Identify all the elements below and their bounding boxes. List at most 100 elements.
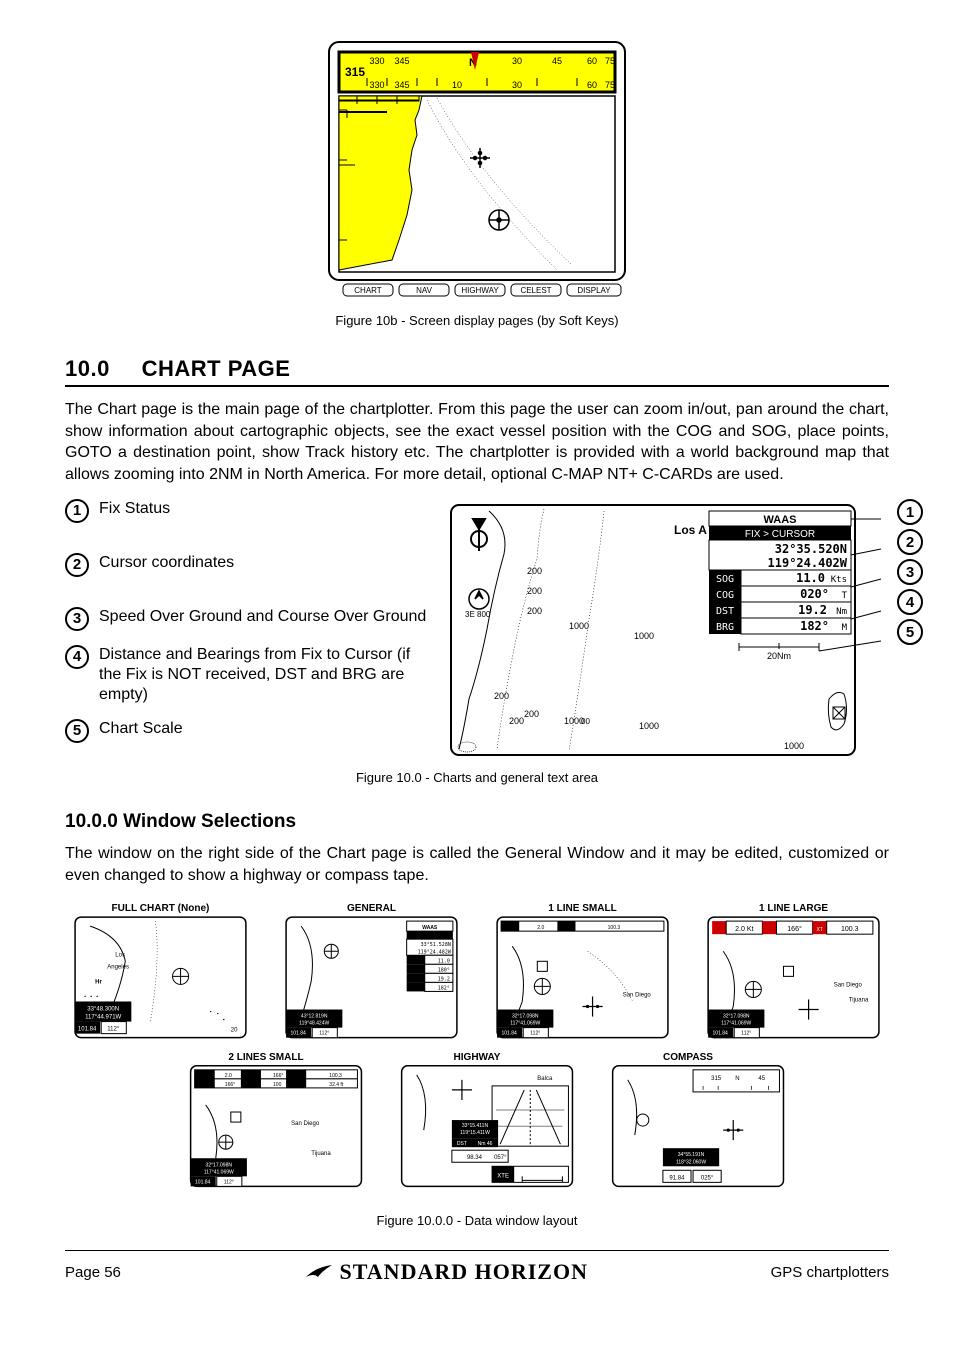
svg-text:San Diego: San Diego: [834, 982, 863, 988]
figure-10b-caption: Figure 10b - Screen display pages (by So…: [65, 313, 889, 328]
svg-text:200: 200: [494, 691, 509, 701]
callout-3: 3: [897, 559, 923, 585]
figure-10-0-caption: Figure 10.0 - Charts and general text ar…: [65, 770, 889, 785]
svg-text:San Diego: San Diego: [291, 1121, 320, 1127]
svg-text:11.0: 11.0: [438, 958, 450, 964]
svg-text:45: 45: [758, 1075, 765, 1081]
section-title: CHART PAGE: [142, 356, 291, 381]
svg-text:117°41.069W: 117°41.069W: [721, 1020, 751, 1026]
legend-item: 1 Fix Status: [65, 499, 435, 523]
svg-text:101.84: 101.84: [195, 1179, 211, 1185]
legend-number: 2: [65, 553, 89, 577]
svg-text:HIGHWAY: HIGHWAY: [453, 1051, 500, 1062]
legend-text: Chart Scale: [99, 719, 183, 739]
svg-text:33°15.411N: 33°15.411N: [462, 1123, 489, 1129]
svg-text:Nm: Nm: [836, 607, 847, 617]
footer-right: GPS chartplotters: [771, 1264, 889, 1281]
svg-text:Los: Los: [115, 952, 125, 958]
svg-text:117°41.069W: 117°41.069W: [510, 1020, 540, 1026]
svg-text:1 LINE SMALL: 1 LINE SMALL: [548, 903, 617, 914]
callout-numbers: 1 2 3 4 5: [897, 499, 923, 645]
svg-text:FULL CHART (None): FULL CHART (None): [112, 903, 210, 914]
figure-10-0-0-caption: Figure 10.0.0 - Data window layout: [65, 1213, 889, 1228]
svg-text:T: T: [842, 591, 848, 601]
svg-text:98.34: 98.34: [467, 1155, 483, 1161]
svg-text:101.84: 101.84: [78, 1026, 97, 1032]
brand-swoosh-icon: [304, 1263, 334, 1281]
svg-text:75: 75: [605, 80, 615, 90]
svg-text:75: 75: [605, 56, 615, 66]
page-footer: Page 56 STANDARD HORIZON GPS chartplotte…: [65, 1250, 889, 1285]
svg-text:HIGHWAY: HIGHWAY: [461, 286, 499, 295]
svg-text:20: 20: [231, 1027, 238, 1033]
chart-legend-block: 1 Fix Status 2 Cursor coordinates 3 Spee…: [65, 499, 889, 764]
svg-text:11.0: 11.0: [796, 571, 825, 585]
svg-text:32°35.520N: 32°35.520N: [775, 542, 847, 556]
svg-text:330: 330: [369, 80, 384, 90]
svg-text:1 LINE LARGE: 1 LINE LARGE: [759, 903, 828, 914]
svg-text:91.84: 91.84: [669, 1175, 685, 1181]
svg-text:112°: 112°: [224, 1179, 234, 1185]
svg-text:33°51.528N: 33°51.528N: [421, 942, 451, 948]
svg-text:2.0 Kt: 2.0 Kt: [735, 926, 753, 933]
svg-text:3E: 3E: [465, 610, 475, 619]
svg-text:025°: 025°: [701, 1175, 714, 1181]
layout-grid: FULL CHART (None) GENERAL 1 LINE SMALL 1…: [65, 901, 889, 1207]
brand-logo: STANDARD HORIZON: [304, 1259, 588, 1285]
svg-text:112°: 112°: [741, 1030, 751, 1036]
legend-number: 1: [65, 499, 89, 523]
svg-text:Tijuana: Tijuana: [311, 1151, 331, 1157]
callout-1: 1: [897, 499, 923, 525]
legend-item: 4 Distance and Bearings from Fix to Curs…: [65, 645, 435, 705]
svg-text:119°24.402W: 119°24.402W: [768, 556, 848, 570]
svg-text:Angeles: Angeles: [107, 964, 129, 970]
svg-text:60: 60: [587, 56, 597, 66]
legend-number: 4: [65, 645, 89, 669]
svg-text:Nm 46: Nm 46: [478, 1141, 493, 1147]
legend-list: 1 Fix Status 2 Cursor coordinates 3 Spee…: [65, 499, 435, 764]
svg-text:315: 315: [345, 65, 365, 79]
legend-text: Fix Status: [99, 499, 170, 519]
svg-text:100.3: 100.3: [329, 1072, 342, 1078]
svg-text:345: 345: [394, 56, 409, 66]
svg-text:CHART: CHART: [354, 286, 382, 295]
svg-text:Kts: Kts: [831, 575, 847, 585]
svg-text:XT: XT: [816, 927, 822, 933]
svg-text:33°48.300N: 33°48.300N: [87, 1006, 119, 1012]
legend-text: Distance and Bearings from Fix to Cursor…: [99, 645, 435, 705]
svg-text:117°41.069W: 117°41.069W: [204, 1169, 234, 1175]
callout-4: 4: [897, 589, 923, 615]
figure-10b: 330345 N 3045 6075 315 330345 1030 6075: [65, 40, 889, 303]
svg-text:Balca: Balca: [537, 1075, 553, 1081]
svg-text:2.0: 2.0: [225, 1072, 232, 1078]
svg-text:19.2: 19.2: [798, 603, 827, 617]
subsection-10-0-0-heading: 10.0.0 Window Selections: [65, 811, 889, 833]
svg-text:Los A: Los A: [674, 523, 707, 537]
svg-text:345: 345: [394, 80, 409, 90]
svg-text:182°: 182°: [438, 985, 450, 991]
svg-text:112°: 112°: [107, 1026, 120, 1032]
svg-text:CELEST: CELEST: [520, 286, 551, 295]
svg-text:119°24.482W: 119°24.482W: [418, 949, 452, 955]
svg-text:1000: 1000: [784, 741, 804, 751]
legend-text: Speed Over Ground and Course Over Ground: [99, 607, 426, 627]
svg-text:WAAS: WAAS: [764, 514, 797, 526]
chart-panel-figure: 200 200 200 3E 800 1000 1000 200 200 200…: [449, 499, 889, 764]
svg-text:19.2: 19.2: [438, 976, 450, 982]
svg-text:32°17.098N: 32°17.098N: [205, 1162, 232, 1168]
section-10-heading: 10.0 CHART PAGE: [65, 356, 889, 387]
svg-text:DISPLAY: DISPLAY: [577, 286, 611, 295]
svg-text:200: 200: [524, 709, 539, 719]
svg-text:100.3: 100.3: [608, 925, 621, 931]
svg-text:32°17.098N: 32°17.098N: [512, 1013, 539, 1019]
svg-text:WAAS: WAAS: [422, 925, 438, 931]
svg-text:DST: DST: [457, 1141, 467, 1147]
svg-text:200: 200: [527, 586, 542, 596]
svg-text:Hr: Hr: [95, 979, 102, 985]
svg-text:GENERAL: GENERAL: [347, 903, 396, 914]
subsection-10-0-0-body: The window on the right side of the Char…: [65, 843, 889, 886]
svg-text:2.0: 2.0: [537, 925, 544, 931]
svg-text:100: 100: [273, 1081, 282, 1087]
svg-text:43°12.819N: 43°12.819N: [301, 1013, 328, 1019]
brand-text: STANDARD HORIZON: [340, 1259, 588, 1285]
